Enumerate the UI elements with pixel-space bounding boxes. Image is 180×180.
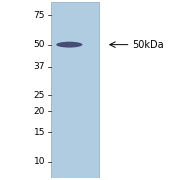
- Text: 37: 37: [33, 62, 45, 71]
- Text: 50kDa: 50kDa: [132, 40, 164, 50]
- Text: 50: 50: [33, 40, 45, 49]
- Text: 10: 10: [33, 158, 45, 166]
- Text: 15: 15: [33, 128, 45, 137]
- Text: 75: 75: [33, 11, 45, 20]
- Text: 25: 25: [34, 91, 45, 100]
- Text: 20: 20: [34, 107, 45, 116]
- Bar: [51, 2, 99, 178]
- Ellipse shape: [56, 42, 82, 48]
